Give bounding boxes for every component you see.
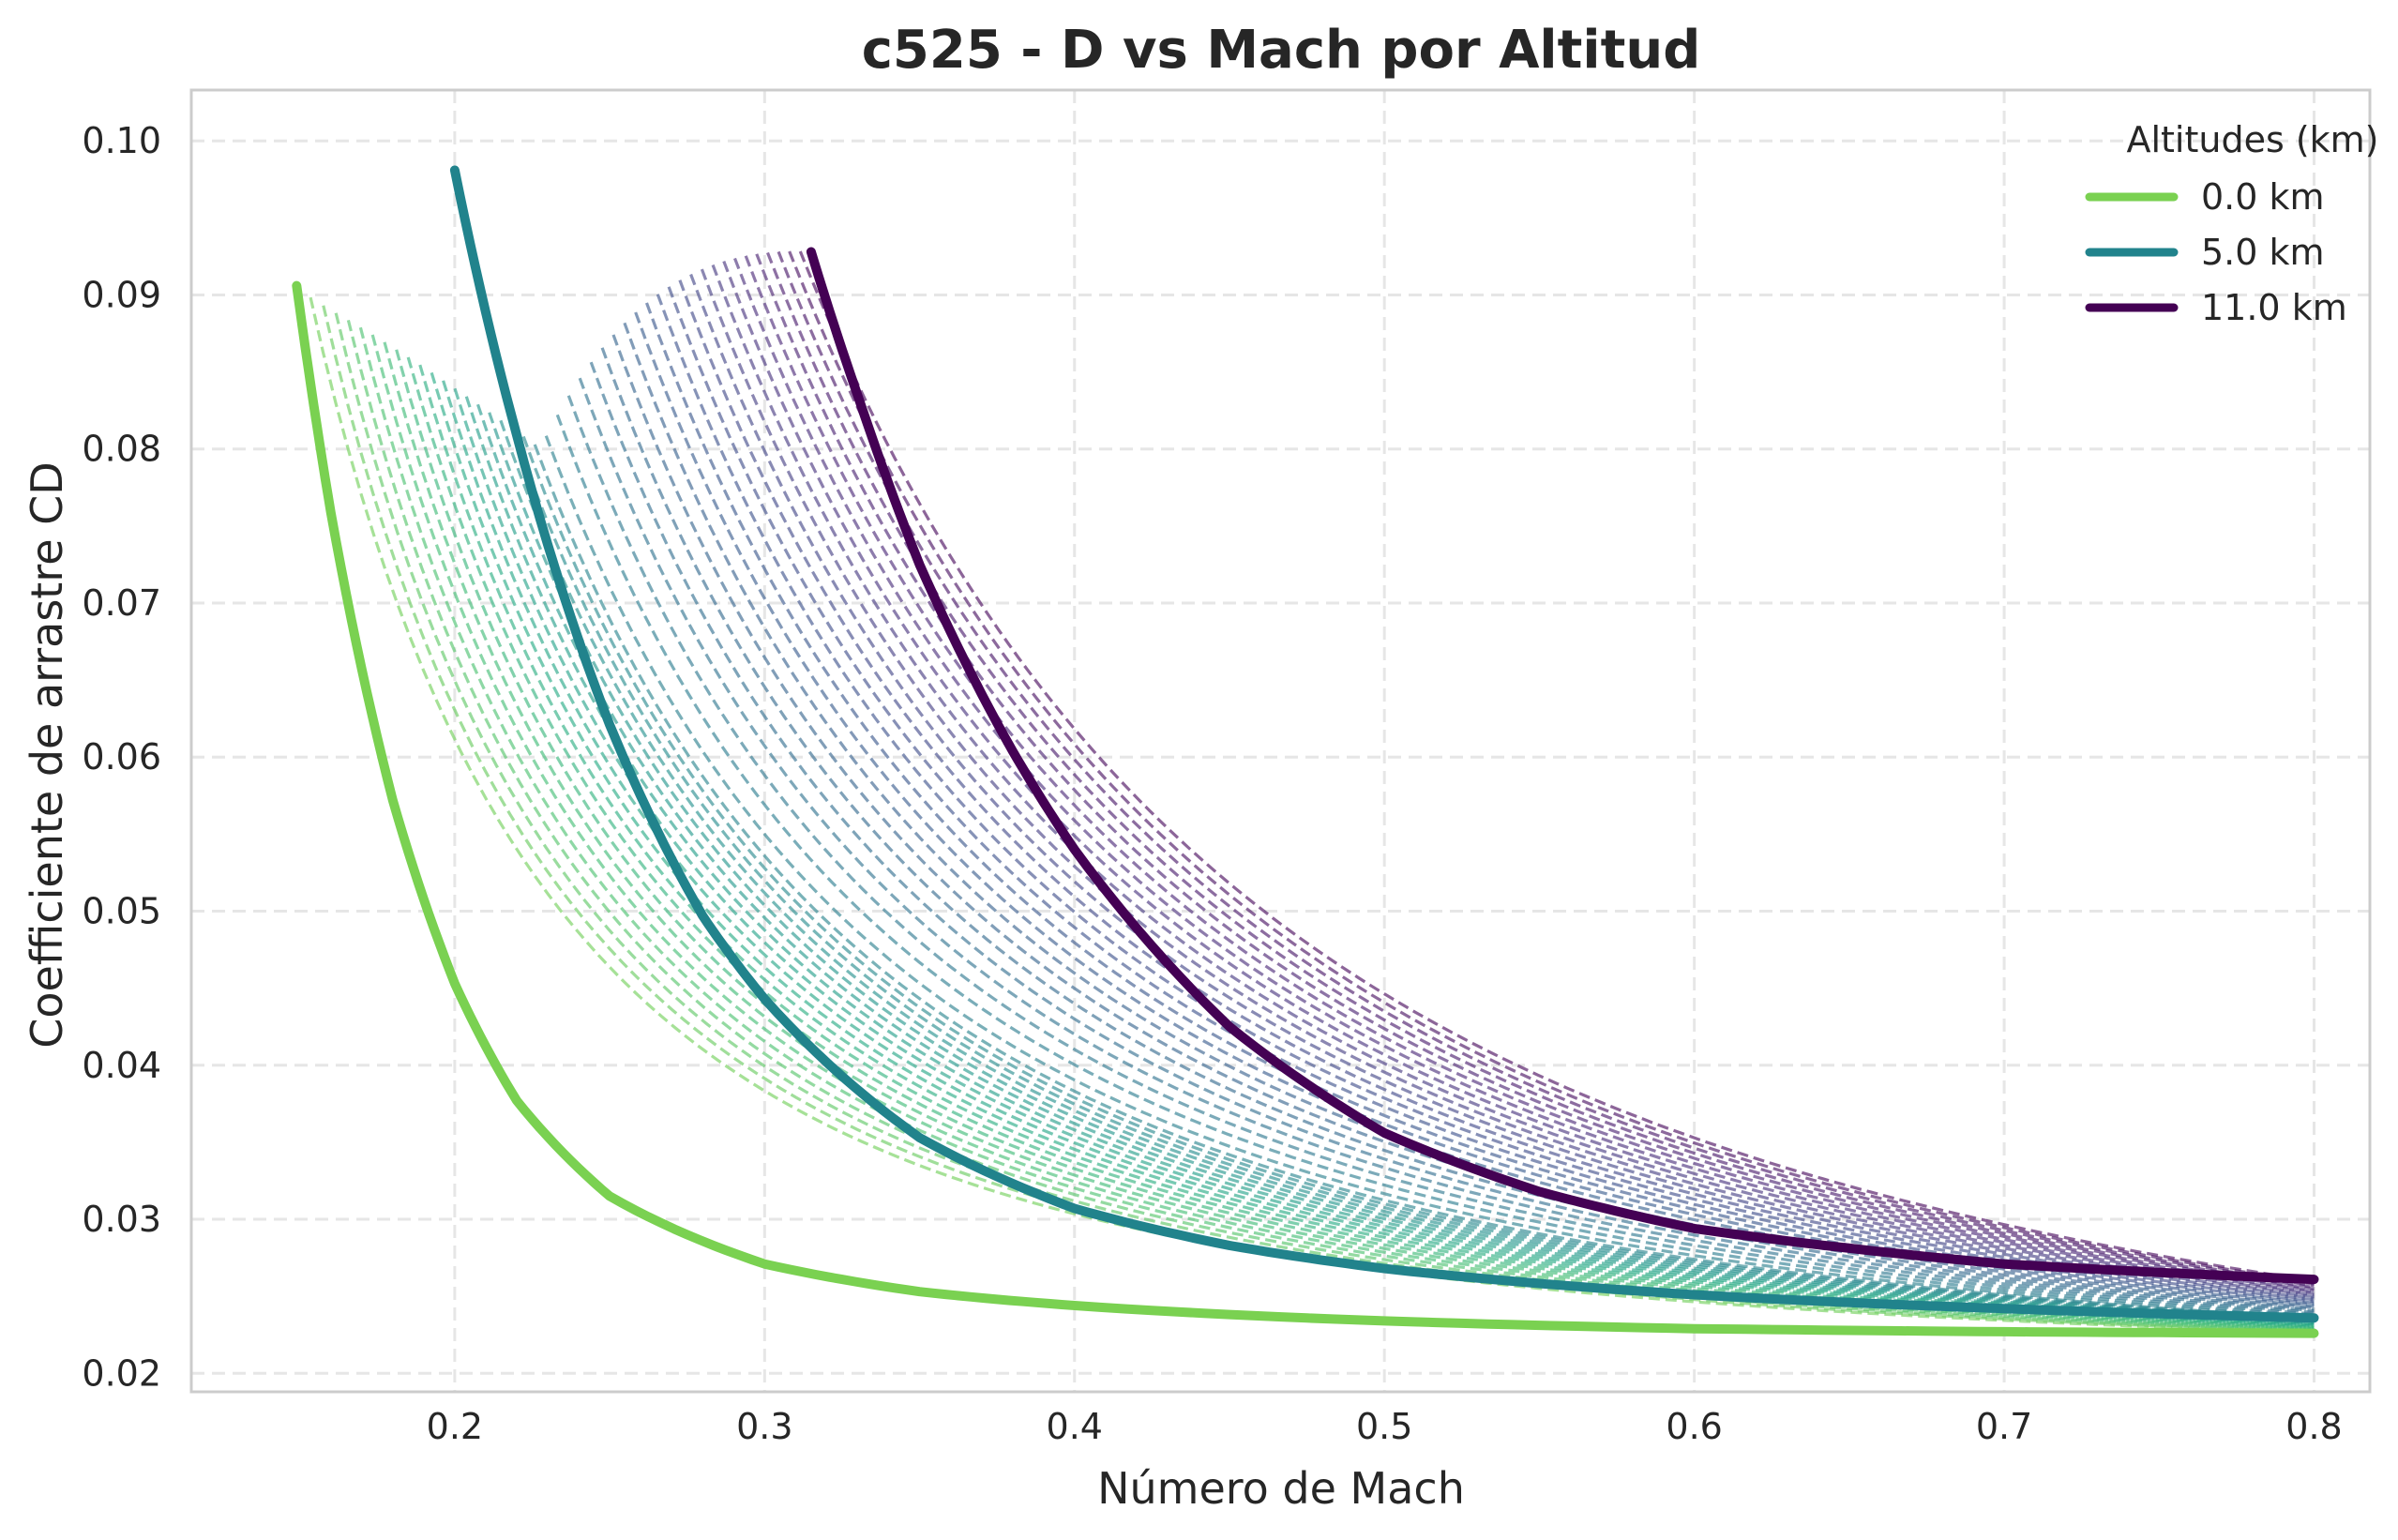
dashed-altitude-series-line [464, 396, 2315, 1324]
dashed-altitude-series-line [358, 326, 2315, 1332]
y-tick-label: 0.05 [82, 891, 161, 932]
dashed-altitude-series-line [798, 250, 2315, 1283]
dashed-altitude-series-line [644, 302, 2315, 1305]
dashed-altitude-series-line [678, 279, 2315, 1300]
series-layer [292, 165, 2319, 1338]
legend-label: 11.0 km [2201, 287, 2347, 328]
dashed-altitude-series-line [533, 444, 2315, 1321]
dashed-altitude-series-line [611, 334, 2315, 1309]
dashed-altitude-series-line [578, 377, 2315, 1314]
dashed-altitude-series-line [733, 257, 2315, 1292]
dashed-altitude-series-line [777, 250, 2315, 1286]
dashed-altitude-series-line [656, 294, 2315, 1304]
x-tick-label: 0.6 [1666, 1406, 1722, 1447]
series-line-11-0-km [806, 247, 2319, 1285]
x-tick-label: 0.5 [1356, 1406, 1412, 1447]
dashed-altitude-series-line [544, 435, 2315, 1319]
legend: Altitudes (km) 0.0 km 5.0 km 11.0 km [2085, 119, 2379, 328]
legend-items: 0.0 km 5.0 km 11.0 km [2085, 176, 2347, 328]
dashed-altitude-series-line [346, 320, 2315, 1332]
dashed-altitude-series-line [488, 412, 2315, 1323]
y-tick-label: 0.07 [82, 582, 161, 624]
dashed-altitude-series-line [334, 312, 2315, 1333]
y-tick-label: 0.08 [82, 429, 161, 470]
chart-title: c525 - D vs Mach por Altitud [862, 20, 1701, 81]
y-tick-label: 0.02 [82, 1352, 161, 1394]
x-tick-label: 0.3 [736, 1406, 792, 1447]
dashed-altitude-series-line [521, 435, 2315, 1321]
dashed-altitude-series-line [755, 253, 2315, 1290]
dashed-altitude-series-line [475, 403, 2315, 1324]
y-tick-label: 0.09 [82, 274, 161, 315]
dashed-altitude-series-line [711, 264, 2315, 1295]
dashed-altitude-series-line [623, 322, 2315, 1308]
dashed-altitude-series-line [766, 251, 2315, 1288]
tick-layer: 0.2 0.3 0.4 0.5 0.6 0.7 0.8 0.02 0.03 0.04 0.05 0.0… [82, 120, 2342, 1447]
x-tick-label: 0.8 [2285, 1406, 2342, 1447]
dashed-altitude-series-line [634, 311, 2315, 1306]
dashed-altitude-series-line [700, 268, 2315, 1297]
dashed-altitude-series-line [744, 255, 2315, 1291]
dashed-altitude-series-line [499, 419, 2315, 1322]
dashed-altitude-series-line [370, 334, 2315, 1331]
dashed-altitude-series-line [453, 387, 2315, 1325]
dashed-altitude-series-line [689, 273, 2315, 1299]
dashed-altitude-series-line [566, 395, 2315, 1316]
y-tick-label: 0.04 [82, 1045, 161, 1086]
y-tick-label: 0.10 [82, 120, 161, 161]
y-tick-label: 0.03 [82, 1199, 161, 1240]
x-tick-label: 0.4 [1047, 1406, 1103, 1447]
series-line-0-0-km [292, 280, 2319, 1338]
dashed-altitude-series-line [600, 347, 2315, 1311]
x-tick-label: 0.7 [1976, 1406, 2032, 1447]
series-line-5-0-km [449, 165, 2319, 1323]
dashed-altitude-series-line [788, 250, 2315, 1284]
dashed-altitude-series-line [722, 261, 2315, 1294]
x-tick-label: 0.2 [427, 1406, 483, 1447]
legend-title: Altitudes (km) [2126, 119, 2378, 160]
x-axis-title: Número de Mach [1097, 1463, 1465, 1514]
y-tick-label: 0.06 [82, 736, 161, 778]
dashed-altitude-series-line [589, 361, 2315, 1313]
legend-label: 0.0 km [2201, 176, 2325, 218]
dashed-altitude-series-line [555, 414, 2315, 1318]
plot-frame [189, 88, 2372, 1394]
y-axis-title: Coefficiente de arrastre CD [22, 461, 72, 1048]
legend-label: 5.0 km [2201, 232, 2325, 273]
